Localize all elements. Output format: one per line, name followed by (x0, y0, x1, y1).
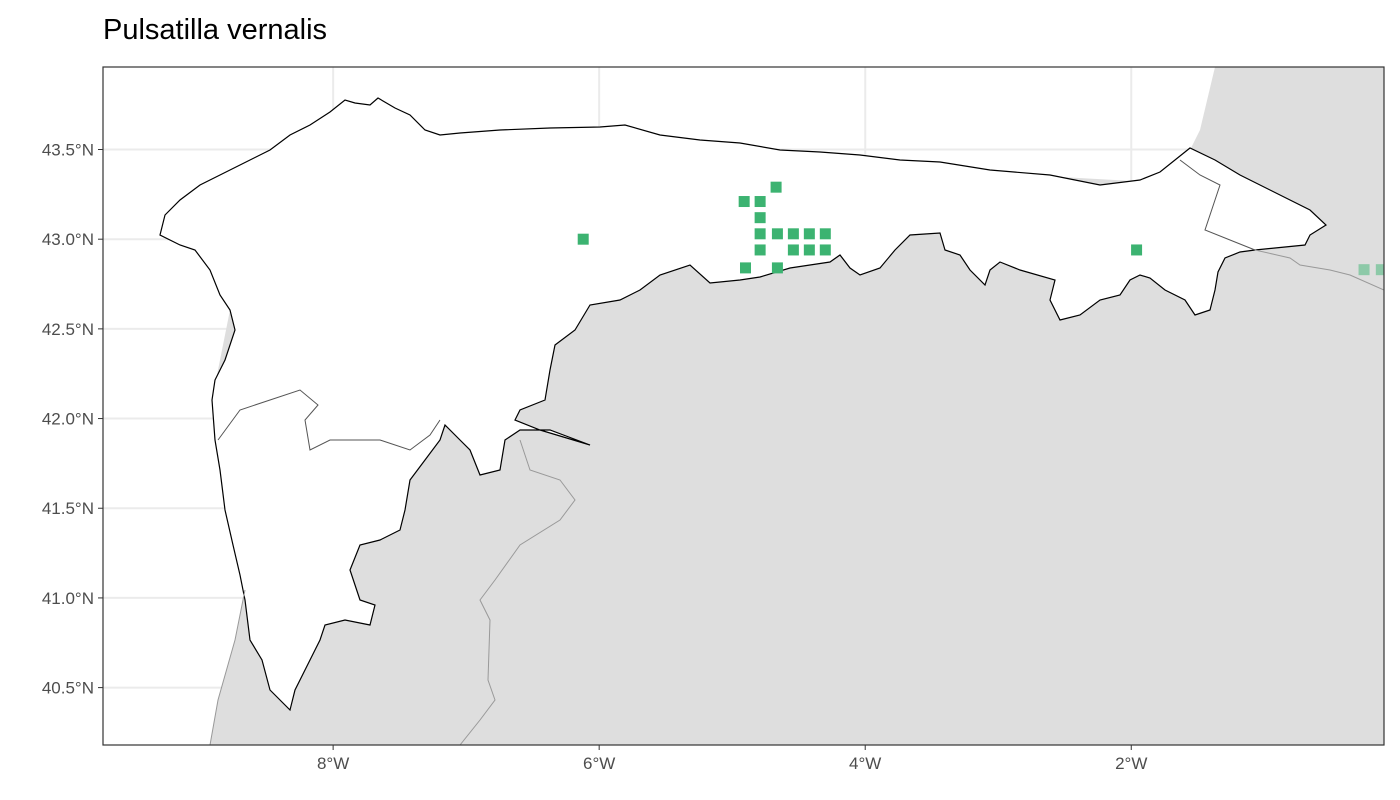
occurrence-point (754, 244, 766, 256)
occurrence-point (1375, 264, 1384, 276)
study-region (159, 97, 1327, 712)
occurrence-point (819, 228, 831, 240)
occurrence-point (770, 181, 782, 193)
occurrence-point (771, 262, 783, 274)
occurrence-point (754, 228, 766, 240)
occurrence-point (819, 244, 831, 256)
occurrence-point (1131, 244, 1143, 256)
y-tick-label: 43.5°N (42, 141, 94, 160)
y-tick-label: 42.5°N (42, 320, 94, 339)
occurrence-points (577, 181, 1384, 276)
y-tick-label: 43.0°N (42, 230, 94, 249)
occurrence-point (803, 244, 815, 256)
occurrence-point (787, 228, 799, 240)
x-tick-label: 4°W (849, 754, 881, 773)
x-tick-label: 6°W (583, 754, 615, 773)
plot-border (102, 66, 1385, 746)
x-tick-label: 8°W (317, 754, 349, 773)
occurrence-point (738, 196, 750, 208)
occurrence-point (771, 228, 783, 240)
y-tick-label: 40.5°N (42, 679, 94, 698)
occurrence-point (739, 262, 751, 274)
admin-borders (217, 159, 1256, 451)
axes: 8°W 6°W 4°W 2°W 43.5°N 43.0°N 42.5°N 42.0°N 41.5… (42, 141, 1148, 773)
occurrence-point (577, 233, 589, 245)
y-tick-label: 41.5°N (42, 499, 94, 518)
occurrence-point (1358, 264, 1370, 276)
chart-title: Pulsatilla vernalis (103, 14, 328, 46)
occurrence-point (754, 212, 766, 224)
occurrence-point (787, 244, 799, 256)
occurrence-point (754, 196, 766, 208)
y-tick-label: 41.0°N (42, 589, 94, 608)
country-borders (209, 249, 1384, 745)
y-tick-label: 42.0°N (42, 410, 94, 429)
occurrence-point (803, 228, 815, 240)
x-tick-label: 2°W (1115, 754, 1147, 773)
